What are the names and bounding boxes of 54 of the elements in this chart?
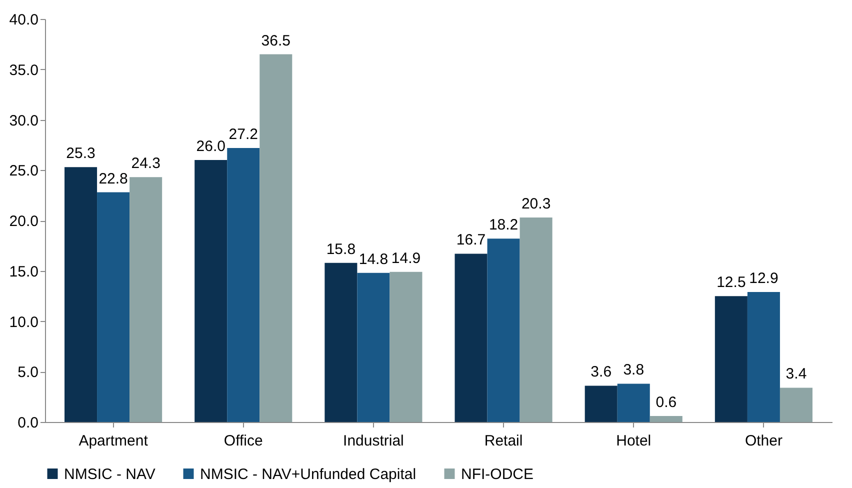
bar [324,262,358,422]
bar [520,217,552,422]
y-tick-label: 0.0 [18,414,38,432]
bar [130,177,162,422]
bar [97,192,130,422]
y-tick-label: 15.0 [9,263,38,280]
bar [650,416,682,422]
x-tick-label: Industrial [343,432,404,450]
y-tick-label: 35.0 [9,62,38,79]
data-label: 22.8 [98,170,128,188]
y-tick-label: 10.0 [9,314,38,331]
data-label: 0.6 [656,394,677,411]
data-label: 20.3 [521,195,551,212]
bar [194,160,228,422]
x-tick-label: Hotel [616,432,652,450]
bar [714,296,748,422]
data-label: 27.2 [228,126,258,143]
data-label: 12.9 [749,270,778,288]
bar [584,386,618,422]
bar [357,272,390,422]
bar [64,167,98,422]
data-label: 25.3 [66,145,96,162]
bar [390,272,422,422]
legend-label: NMSIC - NAV [64,466,156,483]
bar [454,254,488,422]
y-tick-label: 25.0 [9,162,38,180]
data-label: 14.9 [391,250,421,267]
y-tick-label: 5.0 [18,364,38,382]
x-tick-label: Other [744,432,782,450]
x-tick-label: Office [224,432,263,450]
data-label: 15.8 [326,240,356,258]
bar [780,388,812,422]
x-tick-label: Apartment [78,432,149,450]
data-label: 3.8 [623,362,644,379]
y-tick-label: 40.0 [9,12,38,28]
bar [487,238,520,422]
data-label: 12.5 [716,274,746,292]
y-tick-label: 20.0 [9,213,38,230]
y-tick-label: 30.0 [9,112,38,130]
data-label: 18.2 [488,216,518,234]
bar [260,54,292,422]
legend-label: NMSIC - NAV+Unfunded Capital [200,466,416,483]
data-label: 36.5 [261,32,290,50]
bar [227,148,260,422]
data-label: 3.4 [786,366,807,383]
data-label: 3.6 [590,364,612,381]
data-label: 16.7 [456,232,486,249]
x-tick-label: Retail [484,432,523,450]
data-label: 14.8 [358,250,388,268]
data-label: 26.0 [196,138,226,156]
bar [747,292,780,422]
legend-label: NFI-ODCE [461,466,534,483]
bar [617,384,650,422]
data-label: 24.3 [131,155,160,172]
